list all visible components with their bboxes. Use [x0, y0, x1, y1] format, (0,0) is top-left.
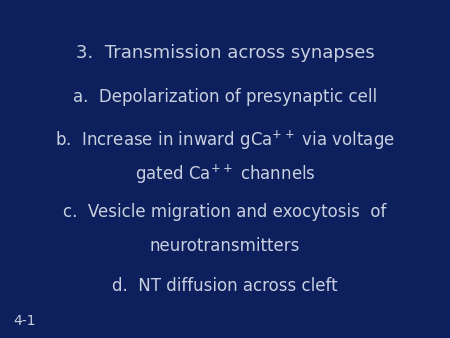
Text: d.  NT diffusion across cleft: d. NT diffusion across cleft [112, 277, 338, 295]
Text: neurotransmitters: neurotransmitters [150, 237, 300, 255]
Text: gated Ca$^{++}$ channels: gated Ca$^{++}$ channels [135, 162, 315, 186]
Text: c.  Vesicle migration and exocytosis  of: c. Vesicle migration and exocytosis of [63, 203, 387, 221]
Text: b.  Increase in inward gCa$^{++}$ via voltage: b. Increase in inward gCa$^{++}$ via vol… [55, 128, 395, 152]
Text: 4-1: 4-1 [14, 314, 36, 328]
Text: a.  Depolarization of presynaptic cell: a. Depolarization of presynaptic cell [73, 88, 377, 106]
Text: 3.  Transmission across synapses: 3. Transmission across synapses [76, 44, 374, 62]
